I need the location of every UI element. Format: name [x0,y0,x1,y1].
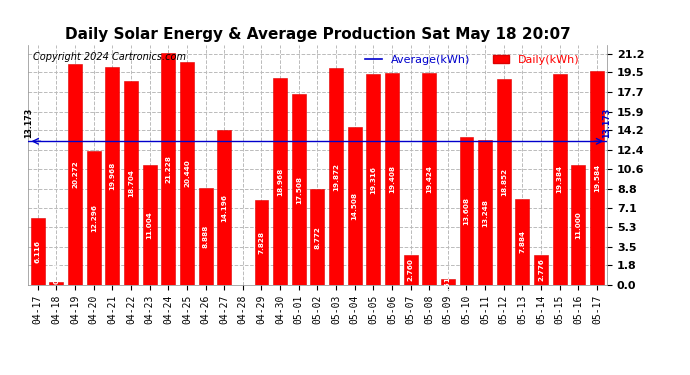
Bar [571,165,585,285]
Text: 13.173: 13.173 [24,108,33,138]
Bar [422,73,436,285]
Bar [590,71,604,285]
Text: 21.228: 21.228 [166,155,171,183]
Text: 18.852: 18.852 [501,168,506,196]
Text: 14.508: 14.508 [352,192,357,220]
Bar [273,78,287,285]
Bar [255,200,268,285]
Bar [31,218,45,285]
Bar [180,62,194,285]
Text: 20.272: 20.272 [72,160,78,188]
Bar [161,53,175,285]
Bar [199,188,213,285]
Legend: Average(kWh), Daily(kWh): Average(kWh), Daily(kWh) [361,51,584,69]
Text: 7.828: 7.828 [259,231,264,254]
Bar [478,141,492,285]
Title: Daily Solar Energy & Average Production Sat May 18 20:07: Daily Solar Energy & Average Production … [65,27,570,42]
Text: 12.296: 12.296 [91,204,97,232]
Text: 19.968: 19.968 [110,162,115,190]
Bar [50,282,63,285]
Bar [366,74,380,285]
Text: 11.000: 11.000 [575,211,581,239]
Text: 19.424: 19.424 [426,165,432,193]
Text: 19.316: 19.316 [371,166,376,194]
Text: 19.408: 19.408 [389,165,395,193]
Text: 13.248: 13.248 [482,199,488,226]
Bar [292,94,306,285]
Text: 18.968: 18.968 [277,167,283,196]
Bar [348,127,362,285]
Text: 8.888: 8.888 [203,225,208,248]
Text: 2.760: 2.760 [408,258,413,281]
Text: 17.508: 17.508 [296,176,302,204]
Text: 19.872: 19.872 [333,163,339,190]
Bar [497,80,511,285]
Bar [310,189,324,285]
Text: 0.232: 0.232 [54,261,59,284]
Text: 8.772: 8.772 [315,226,320,249]
Text: 13.608: 13.608 [464,197,469,225]
Text: 19.584: 19.584 [594,164,600,192]
Bar [124,81,138,285]
Bar [515,199,529,285]
Bar [68,64,82,285]
Bar [441,279,455,285]
Text: 0.512: 0.512 [445,271,451,294]
Bar [404,255,417,285]
Text: 18.704: 18.704 [128,169,134,197]
Bar [143,165,157,285]
Text: 13.173: 13.173 [602,108,611,138]
Text: 11.004: 11.004 [147,211,152,239]
Text: 2.776: 2.776 [538,258,544,281]
Text: Copyright 2024 Cartronics.com: Copyright 2024 Cartronics.com [33,52,186,62]
Bar [87,151,101,285]
Bar [106,67,119,285]
Text: 7.884: 7.884 [520,231,525,254]
Text: 19.384: 19.384 [557,165,562,193]
Bar [534,255,548,285]
Text: 20.440: 20.440 [184,160,190,188]
Bar [553,74,566,285]
Text: 6.116: 6.116 [35,240,41,263]
Bar [460,136,473,285]
Bar [217,130,231,285]
Bar [329,68,343,285]
Bar [385,73,399,285]
Text: 14.196: 14.196 [221,194,227,222]
